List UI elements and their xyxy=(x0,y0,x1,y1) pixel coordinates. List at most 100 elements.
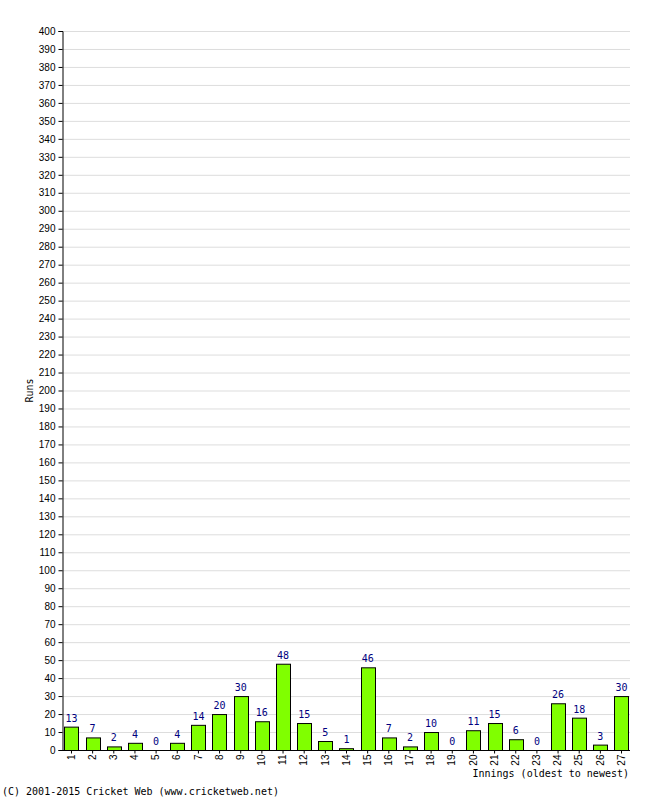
bar xyxy=(235,697,249,750)
x-tick: 17 xyxy=(404,751,415,766)
y-tick-mark xyxy=(59,67,63,68)
y-tick: 80 xyxy=(44,601,62,612)
x-tick-mark xyxy=(388,751,389,754)
grid-line xyxy=(62,534,630,535)
y-tick: 110 xyxy=(40,547,63,558)
x-tick-mark xyxy=(177,751,178,754)
y-tick-mark xyxy=(59,426,63,427)
y-tick-mark xyxy=(59,193,63,194)
y-tick-mark xyxy=(59,265,63,266)
y-tick: 330 xyxy=(39,152,63,163)
y-tick-mark xyxy=(59,139,63,140)
x-axis-title: Innings (oldest to newest) xyxy=(472,768,629,779)
x-tick-mark xyxy=(304,751,305,754)
y-tick-label: 250 xyxy=(39,295,56,306)
x-tick-mark xyxy=(240,751,241,754)
bar xyxy=(298,724,312,750)
y-tick-mark xyxy=(59,337,63,338)
bar xyxy=(277,664,291,750)
grid-line xyxy=(62,247,630,248)
grid-line xyxy=(62,642,630,643)
x-tick-mark xyxy=(579,751,580,754)
bar xyxy=(87,738,101,750)
y-tick-mark xyxy=(59,498,63,499)
x-tick: 15 xyxy=(362,751,373,766)
x-tick-mark xyxy=(156,751,157,754)
data-label: 4 xyxy=(174,729,180,740)
y-tick-label: 240 xyxy=(39,313,56,324)
y-tick-mark xyxy=(59,678,63,679)
x-tick-label: 1 xyxy=(66,754,77,760)
y-tick: 280 xyxy=(39,241,63,252)
grid-line xyxy=(62,139,630,140)
bar xyxy=(192,725,206,750)
y-tick-mark xyxy=(59,408,63,409)
y-tick: 120 xyxy=(39,529,63,540)
x-tick: 27 xyxy=(616,751,627,766)
x-tick-mark xyxy=(473,751,474,754)
grid-line xyxy=(62,624,630,625)
x-tick-label: 17 xyxy=(404,754,415,766)
x-tick: 23 xyxy=(531,751,542,766)
y-tick-mark xyxy=(59,319,63,320)
x-tick-mark xyxy=(325,751,326,754)
y-tick: 230 xyxy=(39,331,63,342)
grid-line xyxy=(62,49,630,50)
y-tick-mark xyxy=(59,373,63,374)
x-tick-label: 26 xyxy=(595,754,606,766)
x-tick: 3 xyxy=(108,751,119,761)
data-label: 7 xyxy=(386,723,392,734)
y-tick-mark xyxy=(59,480,63,481)
y-tick: 370 xyxy=(39,80,63,91)
grid-line xyxy=(62,660,630,661)
grid-line xyxy=(62,121,630,122)
x-tick-label: 14 xyxy=(341,754,352,766)
x-tick-label: 25 xyxy=(573,754,584,766)
y-tick-label: 140 xyxy=(39,493,56,504)
y-tick-mark xyxy=(59,696,63,697)
y-tick: 320 xyxy=(39,170,63,181)
x-tick-label: 20 xyxy=(468,754,479,766)
x-tick-label: 11 xyxy=(277,754,288,765)
y-tick: 190 xyxy=(39,403,63,414)
grid-line xyxy=(62,319,630,320)
x-tick: 8 xyxy=(214,751,225,761)
data-label: 4 xyxy=(132,729,138,740)
x-tick-label: 10 xyxy=(256,754,267,766)
y-tick: 40 xyxy=(44,673,62,684)
y-tick-label: 150 xyxy=(39,475,56,486)
y-tick-label: 190 xyxy=(39,403,56,414)
y-tick-label: 40 xyxy=(44,673,56,684)
chart: 0102030405060708090100110120130140150160… xyxy=(0,0,650,800)
data-label: 0 xyxy=(534,736,540,747)
y-tick: 160 xyxy=(39,457,63,468)
x-tick: 21 xyxy=(489,751,500,766)
bar xyxy=(319,742,333,750)
y-tick-mark xyxy=(59,211,63,212)
x-tick: 22 xyxy=(510,751,521,766)
x-tick-label: 4 xyxy=(129,754,140,760)
data-label: 2 xyxy=(407,732,413,743)
y-tick-mark xyxy=(59,103,63,104)
y-tick: 70 xyxy=(44,619,62,630)
y-tick: 310 xyxy=(39,187,63,198)
x-axis: 1234567891011121314151617181920212223242… xyxy=(62,751,630,766)
x-tick-mark xyxy=(71,751,72,754)
x-tick-mark xyxy=(367,751,368,754)
grid-line xyxy=(62,678,630,679)
y-tick: 360 xyxy=(39,98,63,109)
x-tick: 9 xyxy=(235,751,246,761)
y-tick-label: 300 xyxy=(39,205,56,216)
bar xyxy=(510,740,524,750)
y-tick-label: 0 xyxy=(50,745,56,756)
bar xyxy=(615,697,629,750)
y-tick: 390 xyxy=(39,44,63,55)
x-tick-label: 7 xyxy=(193,754,204,760)
x-tick-mark xyxy=(261,751,262,754)
y-tick: 20 xyxy=(44,709,62,720)
y-tick-label: 120 xyxy=(39,529,56,540)
y-tick-mark xyxy=(59,606,63,607)
y-tick-mark xyxy=(59,552,63,553)
data-label: 13 xyxy=(65,713,77,724)
grid-line xyxy=(62,552,630,553)
